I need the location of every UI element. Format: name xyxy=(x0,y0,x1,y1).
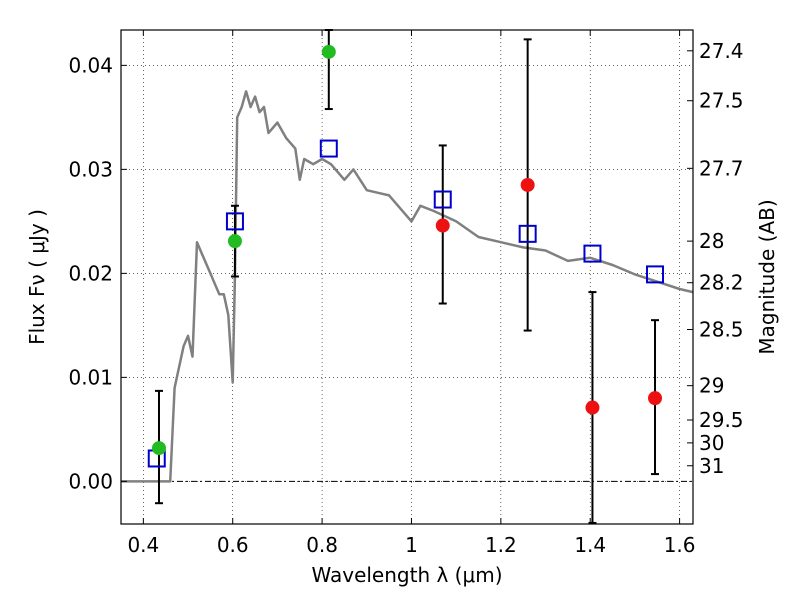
right-tick-label: 27.4 xyxy=(699,39,744,63)
model-photometry-marker xyxy=(646,265,665,284)
model-photometry-marker xyxy=(433,190,452,209)
right-tick-label: 31 xyxy=(699,454,724,478)
model-spectrum-line xyxy=(121,90,694,483)
model-photometry-marker xyxy=(319,139,338,158)
x-tick-label: 1.4 xyxy=(574,533,606,557)
plot-background xyxy=(121,30,693,524)
y-tick-label: 0.03 xyxy=(68,157,113,181)
right-tick-label: 27.5 xyxy=(699,89,744,113)
observed-point-green xyxy=(227,234,242,249)
observed-point-red xyxy=(585,400,600,415)
model-photometry-marker xyxy=(518,224,537,243)
observed-point-red xyxy=(648,391,663,406)
right-tick-label: 29.5 xyxy=(699,408,744,432)
observed-points xyxy=(151,44,663,456)
x-tick-label: 0.6 xyxy=(217,533,249,557)
y-tick-label: 0.00 xyxy=(68,469,113,493)
x-tick-label: 1.2 xyxy=(485,533,517,557)
right-tick-label: 29 xyxy=(699,374,724,398)
right-tick-label: 27.7 xyxy=(699,156,744,180)
model-photometry-marker xyxy=(225,212,244,231)
tick-labels: 0.4 0.6 0.8 1 1.2 1.4 1.6 0.00 0.01 0.02 0.03 0.04 2… xyxy=(68,39,743,557)
model-spectrum xyxy=(121,90,694,483)
right-axis-label: Magnitude (AB) xyxy=(755,199,779,354)
model-photometry-marker xyxy=(583,244,602,263)
y-axis-label: Flux Fν ( μJy ) xyxy=(25,209,49,345)
x-tick-label: 1.6 xyxy=(664,533,696,557)
observed-point-green xyxy=(321,44,336,59)
x-axis-label: Wavelength λ (μm) xyxy=(311,563,502,587)
right-tick-label: 28.2 xyxy=(699,271,744,295)
model-photometry xyxy=(147,139,665,468)
observed-point-green xyxy=(151,441,166,456)
observed-point-red xyxy=(435,218,450,233)
right-tick-label: 28 xyxy=(699,229,724,253)
y-tick-label: 0.01 xyxy=(68,365,113,389)
y-tick-label: 0.04 xyxy=(68,53,113,77)
x-tick-label: 0.4 xyxy=(127,533,159,557)
ticks xyxy=(121,30,693,524)
right-tick-label: 30 xyxy=(699,431,724,455)
y-tick-label: 0.02 xyxy=(68,261,113,285)
x-tick-label: 1 xyxy=(405,533,418,557)
plot-frame xyxy=(120,29,694,525)
x-tick-label: 0.8 xyxy=(306,533,338,557)
right-tick-label: 28.5 xyxy=(699,318,744,342)
observed-point-red xyxy=(520,177,535,192)
